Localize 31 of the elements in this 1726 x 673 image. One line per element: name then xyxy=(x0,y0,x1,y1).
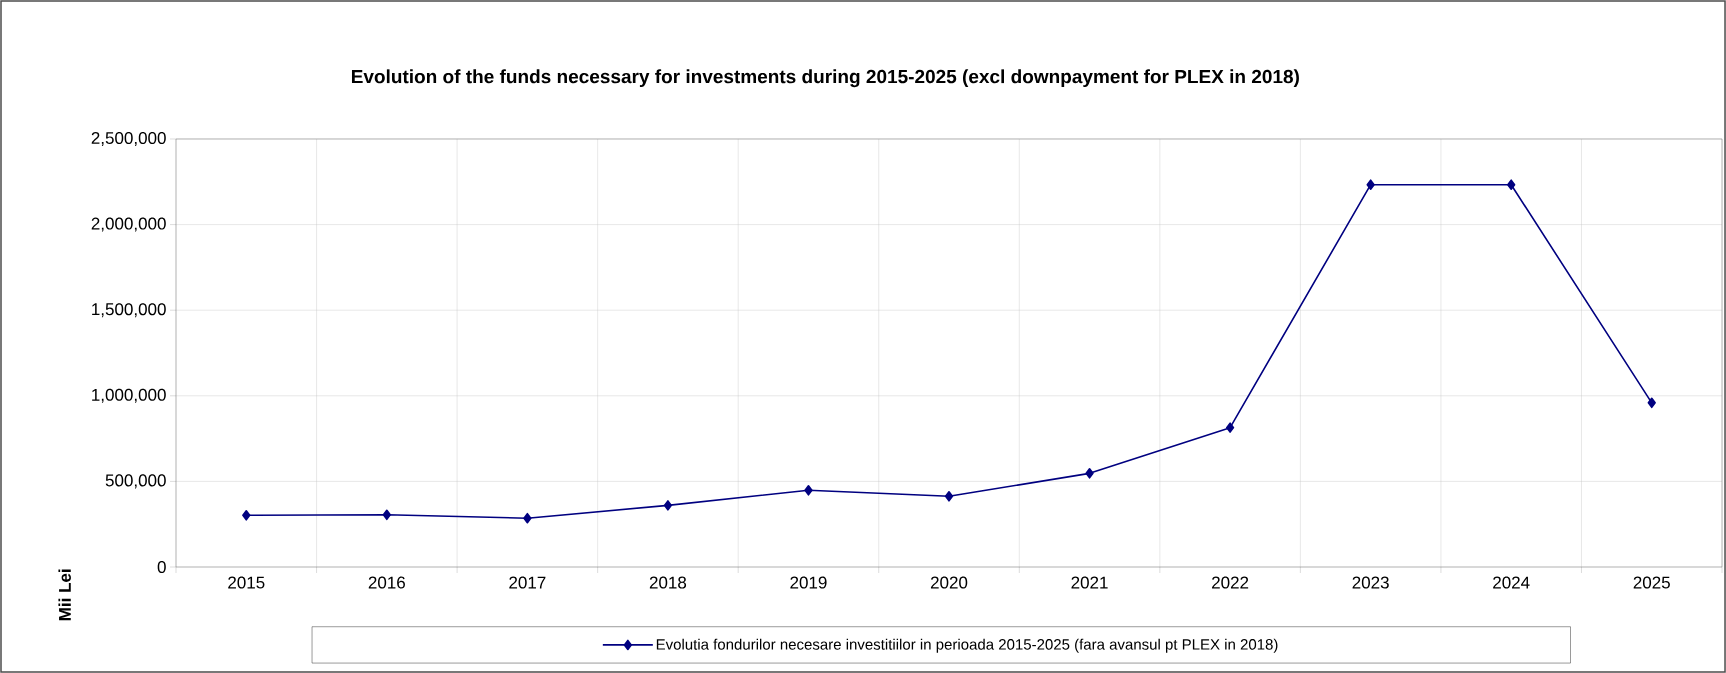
point xyxy=(1507,179,1516,191)
point xyxy=(944,490,954,502)
point xyxy=(663,500,673,511)
x-tick-label: 2017 xyxy=(509,576,546,589)
point xyxy=(1225,422,1235,433)
x-tick-label: 2018 xyxy=(649,576,687,589)
x-tick-label: 2025 xyxy=(1633,576,1670,589)
y-tick-label: 1,500,000 xyxy=(92,303,166,318)
x-tick-label: 2020 xyxy=(930,576,968,589)
y-tick-label: 2,500,000 xyxy=(91,131,166,147)
x-tick-label: 2022 xyxy=(1212,576,1249,589)
x-tick-label: 2021 xyxy=(1071,576,1108,589)
point xyxy=(1366,179,1375,191)
point xyxy=(382,509,391,521)
x-tick-label: 2019 xyxy=(790,576,827,589)
point xyxy=(242,510,251,521)
point xyxy=(1085,468,1094,479)
point xyxy=(1647,397,1656,409)
chart-title: Evolution of the funds necessary for investments during 2015-2025 (excl downpayment for PLEX in 2018) xyxy=(351,69,1299,88)
y-tick-label: 1,000,000 xyxy=(92,388,166,403)
y-tick-label: 500,000 xyxy=(105,474,166,489)
x-tick-label: 2015 xyxy=(228,576,265,589)
point xyxy=(804,485,813,496)
y-tick-label: 2,000,000 xyxy=(91,217,166,232)
legend-label: Evolutia fondurilor necesare investitiilor in perioada 2015-2025 (fara avansul pt PLEX in 2018) xyxy=(656,638,1278,653)
x-tick-label: 2023 xyxy=(1352,576,1389,589)
y-axis-title: Mii Lei xyxy=(58,569,71,621)
point xyxy=(523,512,532,524)
y-tick-label: 0 xyxy=(157,560,166,574)
x-tick-label: 2016 xyxy=(368,576,405,589)
x-tick-label: 2024 xyxy=(1493,576,1530,589)
